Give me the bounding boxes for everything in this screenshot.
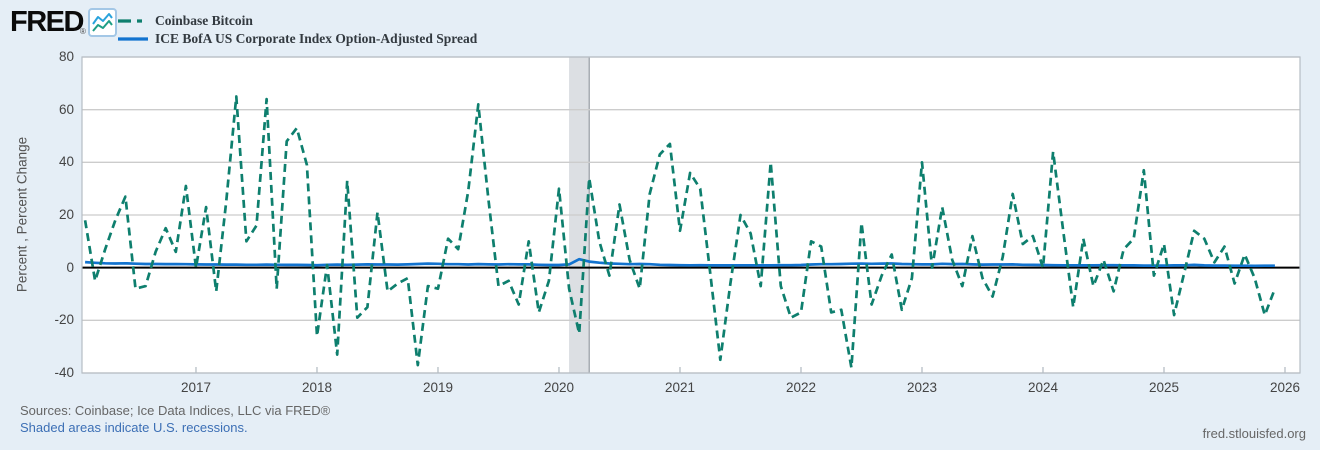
y-tick-label: 60 bbox=[58, 101, 74, 117]
site-url-label: fred.stlouisfed.org bbox=[1202, 426, 1306, 441]
dashed-line-swatch bbox=[118, 19, 148, 23]
series-line-oas[interactable] bbox=[85, 257, 1275, 268]
legend-item-coinbase-bitcoin[interactable]: Coinbase Bitcoin bbox=[118, 12, 477, 30]
fred-logo: FRED bbox=[10, 6, 84, 38]
y-tick-label: 80 bbox=[58, 49, 74, 64]
plot-border bbox=[81, 56, 1301, 374]
y-tick-label: 20 bbox=[58, 207, 74, 222]
legend-label: ICE BofA US Corporate Index Option-Adjus… bbox=[155, 31, 478, 46]
legend-item-oas[interactable]: ICE BofA US Corporate Index Option-Adjus… bbox=[118, 30, 477, 48]
y-tick-label: -40 bbox=[54, 365, 74, 380]
recession-note-link[interactable]: Shaded areas indicate U.S. recessions. bbox=[20, 420, 248, 435]
y-tick-label: -20 bbox=[54, 312, 74, 328]
registered-mark: ® bbox=[80, 27, 86, 36]
x-tick-label: 2021 bbox=[664, 380, 695, 395]
fred-graph-icon bbox=[88, 8, 117, 37]
x-tick-label: 2023 bbox=[906, 380, 937, 395]
y-tick-label: 0 bbox=[66, 259, 74, 275]
solid-line-swatch bbox=[118, 37, 148, 41]
y-tick-label: 40 bbox=[58, 154, 74, 170]
legend: Coinbase Bitcoin ICE BofA US Corporate I… bbox=[118, 12, 477, 48]
x-tick-label: 2022 bbox=[785, 380, 816, 395]
series-line-coinbase-bitcoin[interactable] bbox=[83, 95, 1277, 370]
x-tick-label: 2018 bbox=[301, 380, 332, 395]
sources-attribution: Sources: Coinbase; Ice Data Indices, LLC… bbox=[20, 403, 331, 418]
x-tick-label: 2017 bbox=[180, 380, 211, 395]
x-tick-label: 2019 bbox=[422, 380, 453, 395]
x-tick-label: 2025 bbox=[1148, 380, 1179, 395]
x-tick-label: 2024 bbox=[1027, 380, 1058, 395]
x-tick-label: 2020 bbox=[543, 380, 574, 395]
legend-label: Coinbase Bitcoin bbox=[155, 13, 253, 28]
x-tick-label: 2026 bbox=[1269, 380, 1300, 395]
